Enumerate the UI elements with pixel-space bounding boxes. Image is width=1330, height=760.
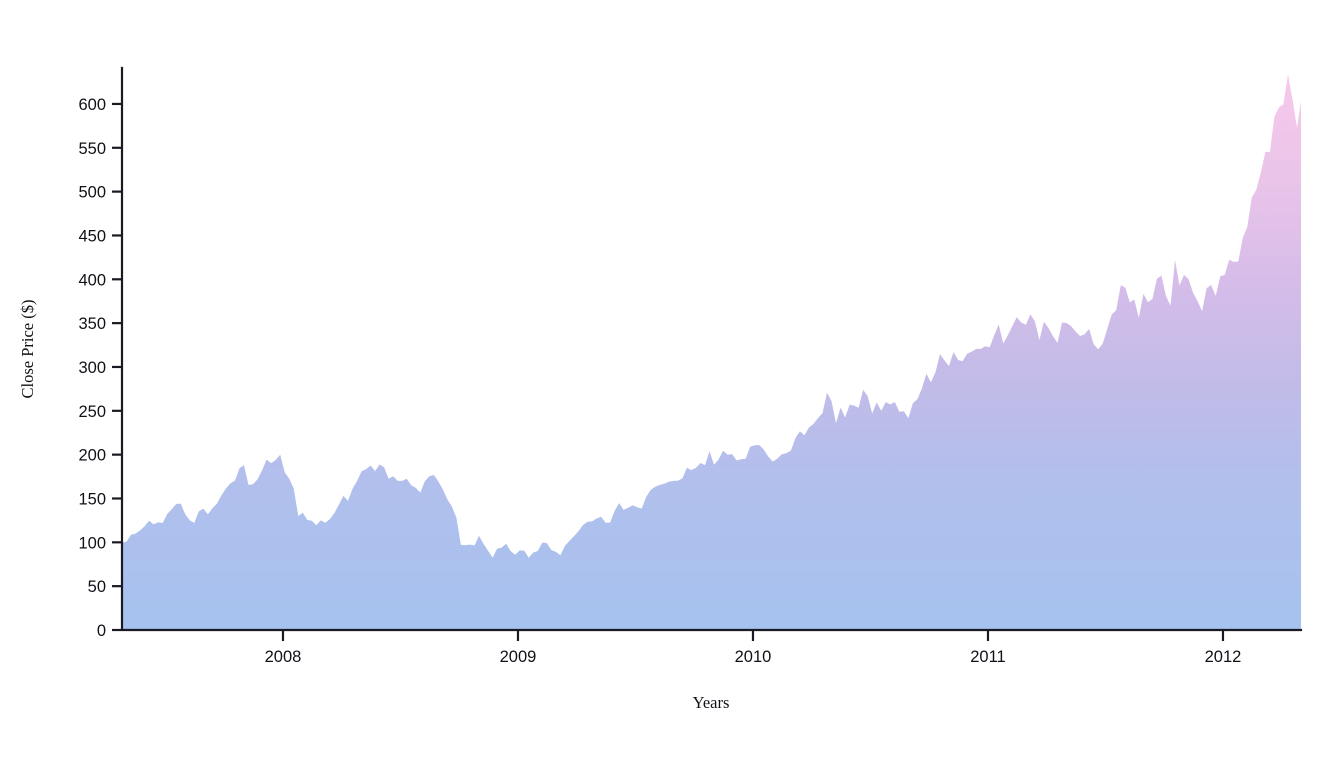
y-tick-label: 250 [78,403,106,421]
y-tick-label: 500 [78,184,106,202]
x-tick-label: 2009 [500,648,537,666]
y-tick-label: 600 [78,96,106,114]
axis-ticks: 0 50 100 150 200 250 300 350 400 450 500 550 600 2008… [78,96,1241,666]
axis-lines [120,66,1303,632]
y-axis-title: Close Price ($) [18,300,37,399]
y-tick-label: 50 [88,578,106,596]
y-tick-label: 400 [78,271,106,289]
x-axis-title: Years [693,693,730,712]
price-area-series [122,74,1301,630]
y-tick-label: 450 [78,227,106,245]
y-tick-label: 550 [78,140,106,158]
axes [120,66,1303,632]
x-tick-label: 2011 [970,648,1005,666]
close-price-area [122,74,1301,630]
x-tick-label: 2012 [1205,648,1242,666]
y-tick-label: 350 [78,315,106,333]
x-tick-label: 2008 [265,648,302,666]
y-tick-label: 0 [97,622,106,640]
y-tick-label: 200 [78,447,106,465]
x-tick-label: 2010 [735,648,772,666]
y-tick-label: 150 [78,490,106,508]
y-tick-label: 100 [78,534,106,552]
y-tick-label: 300 [78,359,106,377]
